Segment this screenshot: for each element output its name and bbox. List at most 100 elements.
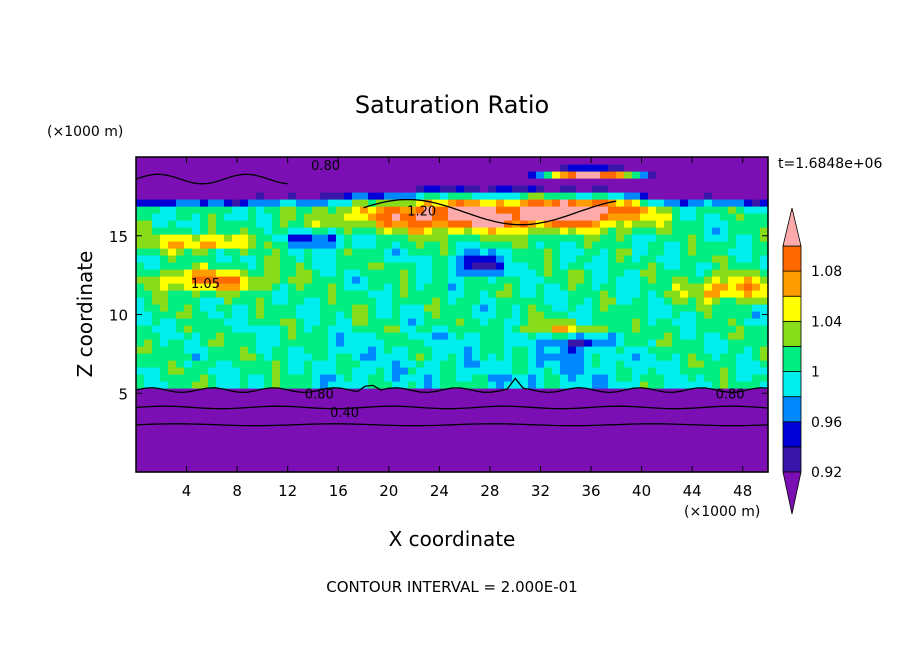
heatmap-cell bbox=[456, 178, 465, 186]
heatmap-cell bbox=[320, 227, 329, 235]
heatmap-cell bbox=[592, 206, 601, 214]
heatmap-cell bbox=[512, 409, 521, 417]
heatmap-cell bbox=[584, 185, 593, 193]
heatmap-cell bbox=[304, 318, 313, 326]
heatmap-cell bbox=[312, 269, 321, 277]
heatmap-cell bbox=[184, 339, 193, 347]
heatmap-cell bbox=[744, 346, 753, 354]
heatmap-cell bbox=[176, 339, 185, 347]
heatmap-cell bbox=[696, 297, 705, 305]
heatmap-cell bbox=[712, 269, 721, 277]
heatmap-cell bbox=[648, 374, 657, 382]
heatmap-cell bbox=[608, 220, 617, 228]
heatmap-cell bbox=[568, 339, 577, 347]
heatmap-cell bbox=[392, 318, 401, 326]
heatmap-cell bbox=[712, 367, 721, 375]
heatmap-cell bbox=[656, 318, 665, 326]
heatmap-cell bbox=[152, 213, 161, 221]
heatmap-cell bbox=[312, 395, 321, 403]
heatmap-cell bbox=[440, 318, 449, 326]
heatmap-cell bbox=[336, 157, 345, 165]
heatmap-cell bbox=[728, 178, 737, 186]
heatmap-cell bbox=[560, 241, 569, 249]
heatmap-cell bbox=[280, 346, 289, 354]
heatmap-cell bbox=[304, 178, 313, 186]
heatmap-cell bbox=[464, 332, 473, 340]
x-tick-label: 36 bbox=[581, 482, 600, 500]
heatmap-cell bbox=[616, 220, 625, 228]
heatmap-cell bbox=[456, 388, 465, 396]
heatmap-cell bbox=[488, 444, 497, 452]
heatmap-cell bbox=[632, 402, 641, 410]
heatmap-cell bbox=[760, 164, 769, 172]
heatmap-cell bbox=[208, 227, 217, 235]
heatmap-cell bbox=[608, 409, 617, 417]
heatmap-cell bbox=[616, 367, 625, 375]
heatmap-cell bbox=[672, 185, 681, 193]
heatmap-cell bbox=[528, 283, 537, 291]
heatmap-cell bbox=[680, 374, 689, 382]
heatmap-cell bbox=[744, 409, 753, 417]
heatmap-cell bbox=[256, 451, 265, 459]
heatmap-cell bbox=[720, 465, 729, 473]
heatmap-cell bbox=[520, 276, 529, 284]
heatmap-cell bbox=[328, 234, 337, 242]
heatmap-cell bbox=[520, 290, 529, 298]
heatmap-cell bbox=[352, 353, 361, 361]
heatmap-cell bbox=[488, 304, 497, 312]
heatmap-cell bbox=[472, 248, 481, 256]
heatmap-cell bbox=[720, 430, 729, 438]
heatmap-cell bbox=[616, 325, 625, 333]
heatmap-cell bbox=[680, 360, 689, 368]
heatmap-cell bbox=[360, 458, 369, 466]
heatmap-cell bbox=[400, 353, 409, 361]
heatmap-cell bbox=[368, 381, 377, 389]
heatmap-cell bbox=[152, 164, 161, 172]
heatmap-cell bbox=[648, 430, 657, 438]
heatmap-cell bbox=[736, 199, 745, 207]
heatmap-cell bbox=[592, 423, 601, 431]
heatmap-cell bbox=[248, 423, 257, 431]
heatmap-cell bbox=[184, 157, 193, 165]
heatmap-cell bbox=[424, 220, 433, 228]
heatmap-cell bbox=[600, 451, 609, 459]
heatmap-cell bbox=[496, 199, 505, 207]
heatmap-cell bbox=[360, 325, 369, 333]
heatmap-cell bbox=[512, 241, 521, 249]
heatmap-cell bbox=[552, 444, 561, 452]
heatmap-cell bbox=[400, 465, 409, 473]
heatmap-cell bbox=[184, 262, 193, 270]
heatmap-cell bbox=[144, 402, 153, 410]
heatmap-cell bbox=[504, 360, 513, 368]
heatmap-cell bbox=[536, 164, 545, 172]
heatmap-cell bbox=[256, 304, 265, 312]
heatmap-cell bbox=[448, 206, 457, 214]
heatmap-cell bbox=[560, 283, 569, 291]
heatmap-cell bbox=[272, 409, 281, 417]
heatmap-cell bbox=[424, 311, 433, 319]
heatmap-cell bbox=[560, 395, 569, 403]
heatmap-cell bbox=[392, 171, 401, 179]
heatmap-cell bbox=[680, 290, 689, 298]
heatmap-cell bbox=[216, 388, 225, 396]
heatmap-cell bbox=[368, 388, 377, 396]
heatmap-cell bbox=[424, 353, 433, 361]
heatmap-cell bbox=[616, 437, 625, 445]
heatmap-cell bbox=[760, 304, 769, 312]
heatmap-cell bbox=[336, 206, 345, 214]
heatmap-cell bbox=[688, 339, 697, 347]
heatmap-cell bbox=[744, 199, 753, 207]
heatmap-cell bbox=[728, 185, 737, 193]
heatmap-cell bbox=[504, 388, 513, 396]
heatmap-cell bbox=[568, 353, 577, 361]
heatmap-cell bbox=[552, 192, 561, 200]
heatmap-cell bbox=[752, 374, 761, 382]
heatmap-cell bbox=[440, 325, 449, 333]
heatmap-cell bbox=[696, 402, 705, 410]
heatmap-cell bbox=[576, 353, 585, 361]
heatmap-cell bbox=[488, 206, 497, 214]
heatmap-cell bbox=[688, 290, 697, 298]
heatmap-cell bbox=[184, 220, 193, 228]
heatmap-cell bbox=[632, 283, 641, 291]
heatmap-cell bbox=[560, 444, 569, 452]
